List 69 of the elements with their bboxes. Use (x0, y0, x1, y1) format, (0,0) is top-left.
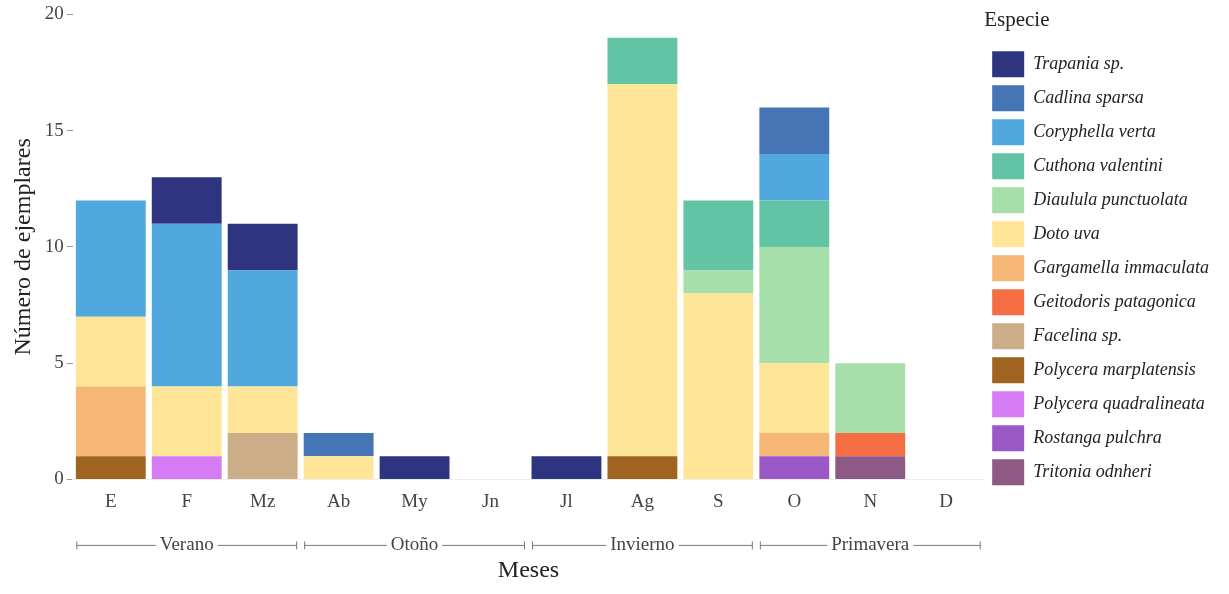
y-tick-label: 10 (44, 234, 64, 256)
y-tick-label: 0 (54, 467, 64, 489)
x-tick-label: E (104, 489, 117, 511)
bar (835, 456, 906, 479)
x-tick-label: Mz (250, 489, 276, 511)
bar (227, 270, 298, 387)
x-tick-label: N (863, 489, 878, 511)
text: Verano (159, 533, 214, 555)
y-tick-label: 15 (44, 118, 64, 140)
bar (303, 432, 374, 457)
legend-label: Facelina sp. (1032, 324, 1123, 345)
bar (531, 456, 602, 479)
legend-label: Cuthona valentini (1033, 154, 1163, 175)
bar (151, 456, 222, 479)
text: Invierno (610, 533, 675, 555)
bar (759, 363, 830, 433)
bar (759, 200, 830, 247)
text: Primavera (831, 533, 910, 555)
bar (151, 223, 222, 387)
y-axis-title: Número de ejemplares (8, 138, 35, 356)
bar (151, 386, 222, 457)
bar (75, 456, 146, 479)
bar (227, 223, 298, 271)
bar (75, 316, 146, 387)
legend-label: Tritonia odnheri (1033, 460, 1152, 481)
bar (759, 153, 830, 201)
x-tick-label: Jn (482, 489, 500, 511)
bar (607, 37, 678, 85)
x-tick-label: O (787, 489, 802, 511)
x-tick-label: Ab (327, 489, 351, 511)
bar (683, 270, 754, 294)
legend-label: Gargamella immaculata (1033, 256, 1210, 277)
bar (835, 363, 906, 433)
legend-label: Trapania sp. (1033, 52, 1125, 73)
bar (835, 432, 906, 457)
x-tick-label: My (401, 489, 429, 511)
bar (759, 107, 830, 154)
legend-label: Polycera quadralineata (1032, 392, 1205, 413)
bar (683, 200, 754, 271)
bar (759, 432, 830, 457)
x-tick-label: Ag (630, 489, 655, 511)
bar (379, 456, 450, 479)
bar (607, 456, 678, 479)
bar (303, 456, 374, 479)
legend-label: Rostanga pulchra (1032, 426, 1162, 447)
x-axis-title: Meses (497, 555, 560, 582)
x-tick-label: S (713, 489, 724, 511)
bar (227, 386, 298, 433)
x-tick-label: D (939, 489, 954, 511)
bar (759, 246, 830, 364)
x-tick-label: Jl (560, 489, 573, 511)
x-tick-label: F (181, 489, 193, 511)
bar (151, 177, 222, 224)
bar (75, 200, 146, 317)
legend-label: Cadlina sparsa (1033, 86, 1144, 107)
y-tick-label: 5 (54, 351, 64, 373)
bar (75, 386, 146, 457)
bar (759, 456, 830, 479)
bar (607, 84, 678, 457)
legend-title: Especie (984, 7, 1050, 32)
legend-label: Geitodoris patagonica (1033, 290, 1196, 311)
legend-label: Doto uva (1032, 222, 1100, 243)
legend-label: Polycera marplatensis (1032, 358, 1196, 379)
bar (227, 432, 298, 479)
legend-label: Coryphella verta (1033, 120, 1156, 141)
text: Otoño (390, 533, 439, 555)
bar (683, 293, 754, 479)
legend-label: Diaulula punctuolata (1032, 188, 1188, 209)
y-tick-label: 20 (44, 2, 64, 24)
